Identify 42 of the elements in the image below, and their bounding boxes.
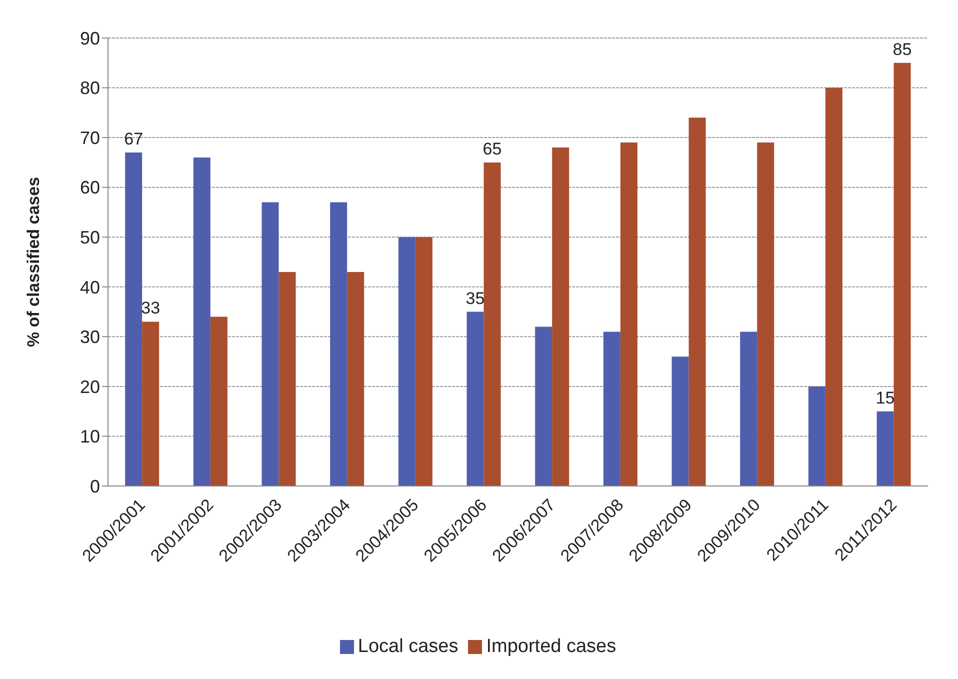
bar bbox=[825, 88, 842, 486]
data-label: 85 bbox=[892, 40, 912, 59]
bar bbox=[210, 316, 228, 486]
y-tick-label: 20 bbox=[80, 376, 100, 397]
bar bbox=[603, 332, 620, 486]
y-tick-label: 10 bbox=[80, 426, 100, 447]
bar bbox=[125, 152, 142, 486]
bar bbox=[415, 237, 432, 486]
bar bbox=[193, 157, 210, 486]
bar bbox=[672, 356, 689, 486]
bar bbox=[552, 148, 570, 486]
y-axis-title: % of classified cases bbox=[24, 176, 44, 348]
bar bbox=[484, 162, 501, 486]
bar bbox=[688, 118, 706, 486]
bar bbox=[535, 326, 552, 486]
legend-label: Local cases bbox=[358, 636, 458, 657]
data-label: 35 bbox=[466, 288, 485, 308]
y-tick-label: 30 bbox=[80, 327, 100, 348]
bar bbox=[757, 142, 774, 486]
bar bbox=[330, 202, 348, 486]
bar bbox=[620, 142, 638, 486]
y-tick-label: 90 bbox=[80, 28, 100, 48]
bar bbox=[894, 62, 911, 486]
bar bbox=[740, 332, 758, 486]
bar bbox=[278, 272, 296, 486]
data-label: 65 bbox=[482, 139, 502, 158]
bar bbox=[347, 272, 364, 486]
data-label: 67 bbox=[124, 129, 144, 148]
bar bbox=[466, 312, 484, 486]
bar bbox=[262, 202, 279, 486]
legend-label: Imported cases bbox=[486, 636, 616, 657]
y-tick-label: 40 bbox=[80, 277, 100, 298]
bar bbox=[876, 411, 894, 486]
y-tick-label: 70 bbox=[80, 128, 100, 148]
bar bbox=[808, 386, 826, 486]
data-label: 15 bbox=[876, 388, 895, 408]
bar bbox=[398, 237, 416, 486]
y-tick-label: 60 bbox=[80, 178, 100, 198]
y-tick-label: 0 bbox=[90, 476, 100, 496]
y-tick-label: 50 bbox=[80, 228, 100, 248]
y-tick-label: 80 bbox=[80, 78, 100, 98]
bar bbox=[142, 322, 160, 486]
